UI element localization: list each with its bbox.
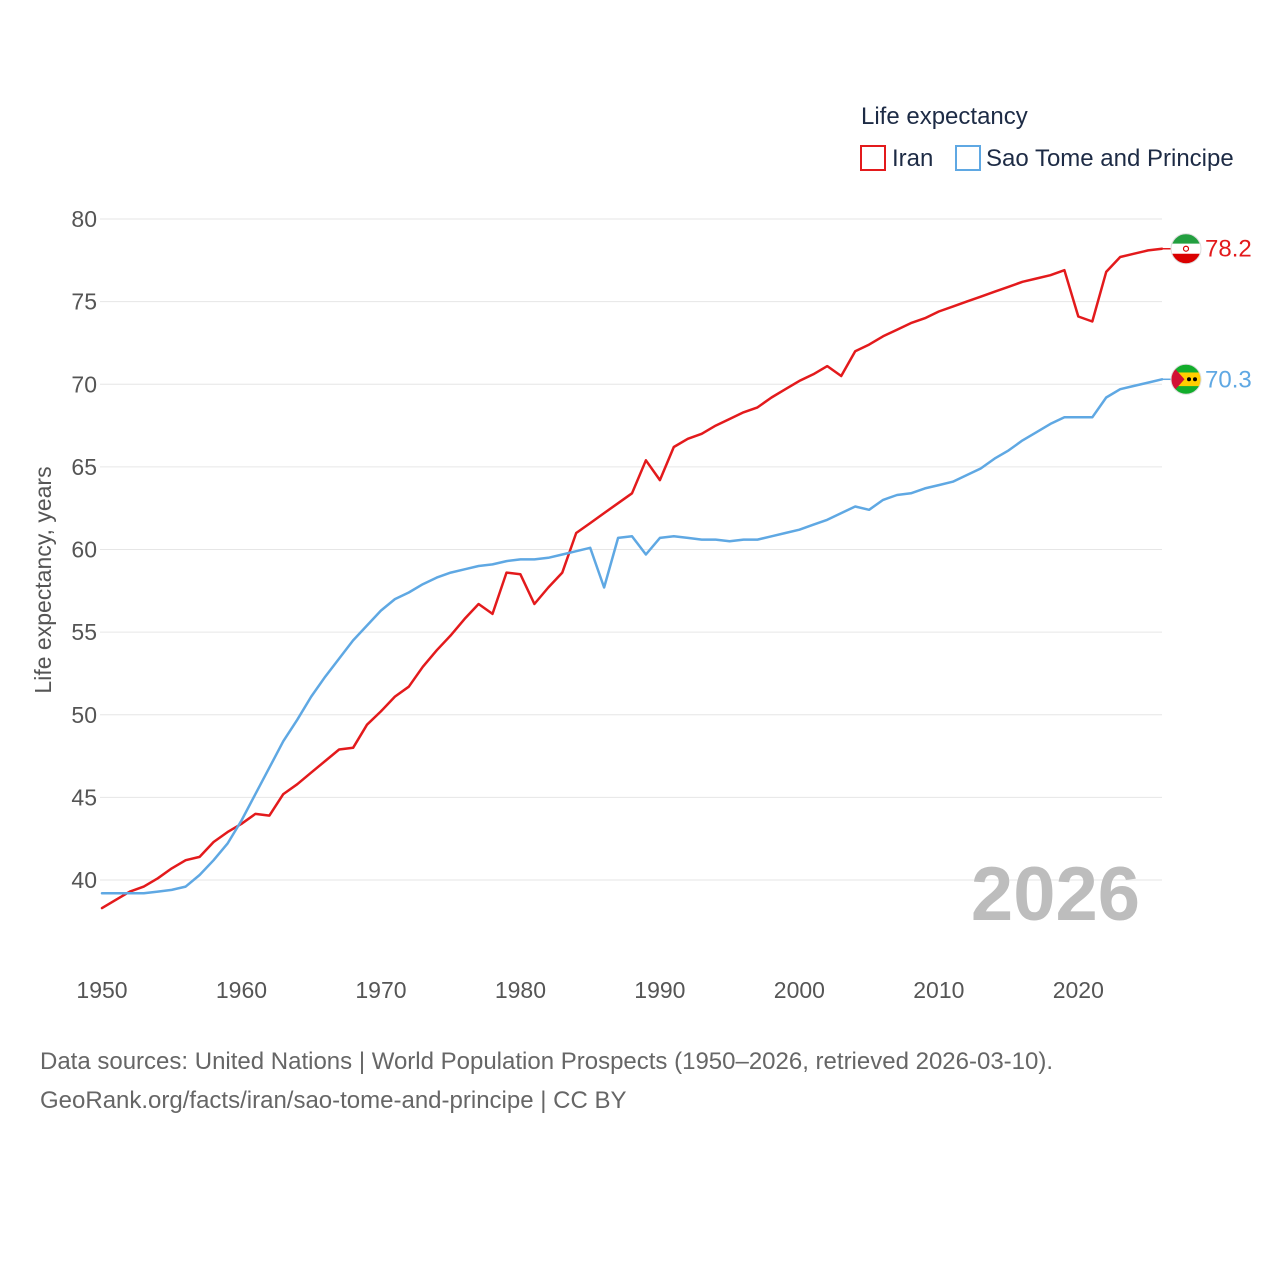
end-value-label-sao-tome-and-principe: 70.3 <box>1205 366 1252 393</box>
series-end-labels: 78.2 70.3 <box>1162 233 1252 395</box>
y-axis-ticks: 40 45 50 55 60 65 70 75 80 <box>71 206 97 893</box>
x-tick-label-2000: 2000 <box>774 977 825 1003</box>
legend-item-iran[interactable]: Iran <box>860 145 933 172</box>
x-tick-label-1970: 1970 <box>355 977 406 1003</box>
legend-swatch-sao-tome-and-principe <box>955 145 981 171</box>
sao-tome-and-principe-flag-icon <box>1170 363 1202 395</box>
legend-swatch-iran <box>860 145 886 171</box>
current-year-label: 2026 <box>971 852 1140 937</box>
legend-label-sao-tome-and-principe: Sao Tome and Principe <box>986 145 1234 172</box>
x-tick-label-1960: 1960 <box>216 977 267 1003</box>
y-tick-label-80: 80 <box>71 206 97 232</box>
x-tick-label-1950: 1950 <box>76 977 127 1003</box>
legend-title: Life expectancy <box>861 103 1028 130</box>
series-line-iran[interactable] <box>100 247 1164 910</box>
life-expectancy-chart: 40 45 50 55 60 65 70 75 80 1950 1960 1970 1980 1990 2… <box>30 103 1252 1003</box>
series-line-sao-tome-and-principe[interactable] <box>100 378 1164 895</box>
y-tick-label-55: 55 <box>71 619 97 645</box>
y-axis-title: Life expectancy, years <box>30 466 56 693</box>
legend-item-sao-tome-and-principe[interactable]: Sao Tome and Principe <box>955 145 1234 172</box>
x-tick-label-2020: 2020 <box>1053 977 1104 1003</box>
gridlines <box>100 218 1162 881</box>
y-tick-label-40: 40 <box>71 867 97 893</box>
legend-label-iran: Iran <box>892 145 933 172</box>
y-tick-label-70: 70 <box>71 371 97 397</box>
y-tick-label-60: 60 <box>71 537 97 563</box>
data-sources-text: Data sources: United Nations | World Pop… <box>40 1048 1054 1075</box>
y-tick-label-45: 45 <box>71 784 97 810</box>
x-axis-ticks: 1950 1960 1970 1980 1990 2000 2010 2020 <box>76 977 1103 1003</box>
end-value-label-iran: 78.2 <box>1205 236 1252 263</box>
source-url-text[interactable]: GeoRank.org/facts/iran/sao-tome-and-prin… <box>40 1087 627 1114</box>
footer: Data sources: United Nations | World Pop… <box>40 1042 1053 1120</box>
iran-flag-icon <box>1170 233 1202 265</box>
legend: Life expectancy Iran Sao Tome and Princi… <box>860 103 1234 172</box>
x-tick-label-2010: 2010 <box>913 977 964 1003</box>
x-tick-label-1990: 1990 <box>634 977 685 1003</box>
x-tick-label-1980: 1980 <box>495 977 546 1003</box>
y-tick-label-50: 50 <box>71 702 97 728</box>
series-lines <box>100 247 1164 910</box>
y-tick-label-65: 65 <box>71 454 97 480</box>
y-tick-label-75: 75 <box>71 289 97 315</box>
